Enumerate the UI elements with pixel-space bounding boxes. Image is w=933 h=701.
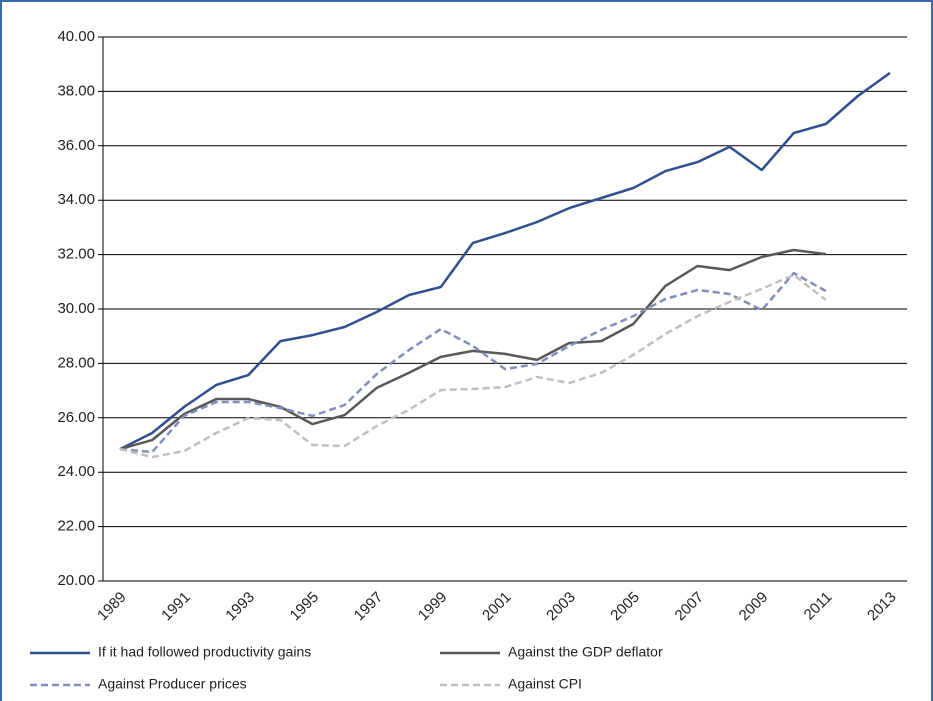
x-tick-label: 2001: [479, 589, 515, 625]
y-tick-label: 30.00: [57, 300, 95, 317]
x-tick-label: 1999: [415, 589, 451, 625]
x-tick-label: 2009: [736, 589, 772, 625]
x-tick-label: 2007: [672, 589, 708, 625]
y-tick-label: 26.00: [57, 409, 95, 426]
x-tick-label: 2013: [864, 589, 900, 625]
x-tick-label: 2005: [607, 589, 643, 625]
legend-label: Against Producer prices: [98, 676, 247, 692]
y-tick-label: 36.00: [57, 137, 95, 154]
legend-label: If it had followed productivity gains: [98, 644, 311, 660]
x-tick-label: 1989: [94, 589, 130, 625]
y-tick-label: 38.00: [57, 82, 95, 99]
series-line: [119, 271, 827, 454]
x-tick-label: 1997: [351, 589, 387, 625]
y-tick-label: 28.00: [57, 354, 95, 371]
series-line: [119, 71, 891, 451]
y-tick-label: 22.00: [57, 518, 95, 535]
series-line: [119, 248, 826, 451]
y-tick-label: 24.00: [57, 463, 95, 480]
legend: If it had followed productivity gains Aga…: [30, 644, 663, 692]
legend-label: Against CPI: [508, 676, 582, 692]
y-tick-label: 20.00: [57, 572, 95, 589]
x-tick-label: 1993: [222, 589, 258, 625]
series-line: [119, 273, 827, 459]
x-tick-label: 1991: [158, 589, 194, 625]
y-tick-label: 40.00: [57, 28, 95, 45]
legend-label: Against the GDP deflator: [508, 644, 663, 660]
x-tick-label: 2011: [801, 589, 836, 624]
y-tick-label: 34.00: [57, 191, 95, 208]
x-tick-label: 1995: [287, 589, 323, 625]
y-tick-label: 32.00: [57, 246, 95, 263]
x-tick-label: 2003: [543, 589, 579, 625]
